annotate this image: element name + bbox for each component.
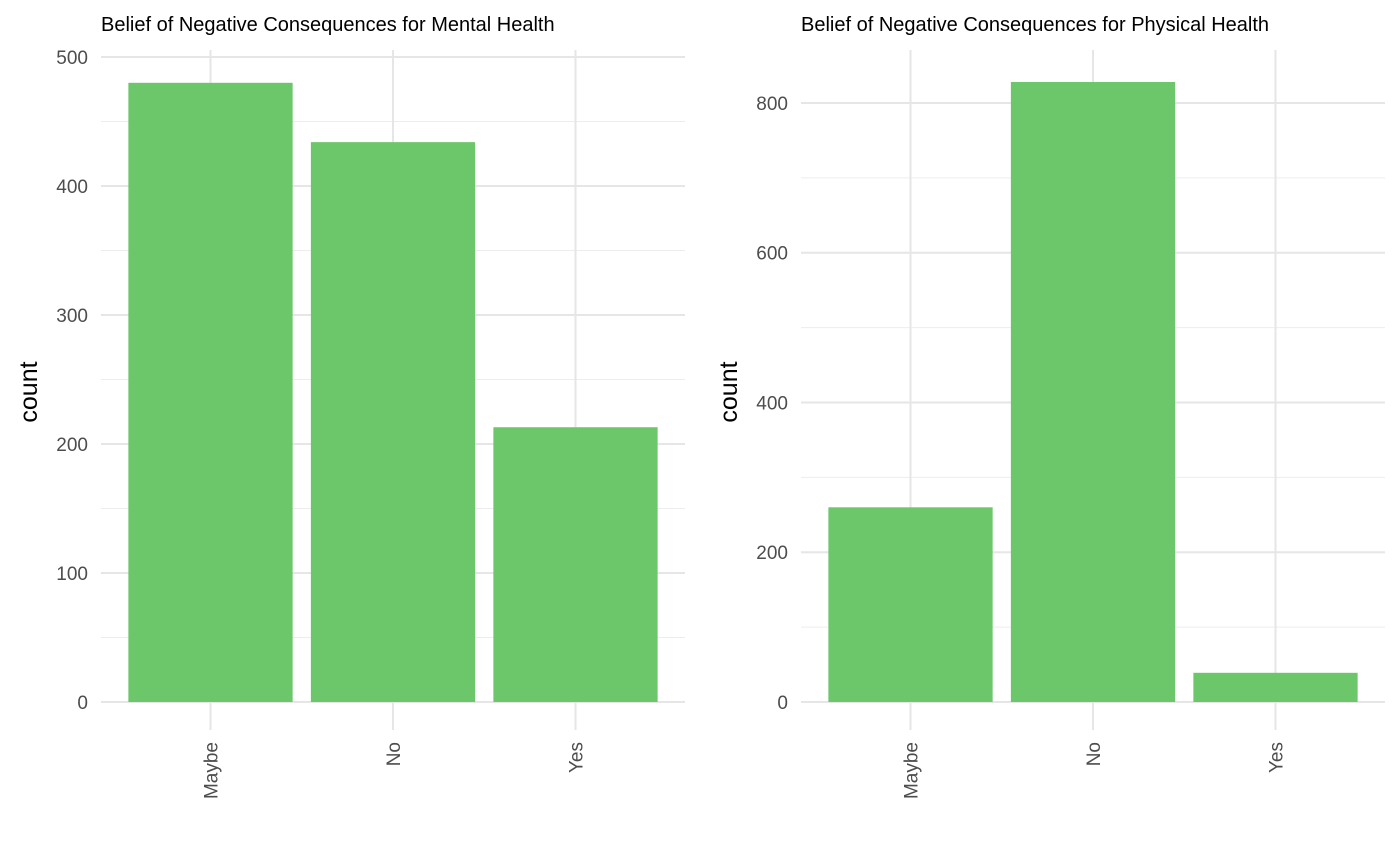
y-tick-label: 300 bbox=[56, 306, 88, 327]
panel-physical-health: 0 200 400 600 800 Maybe No Yes count Belief of Ne… bbox=[715, 14, 1385, 799]
y-tick-label: 400 bbox=[56, 177, 88, 198]
bar-no bbox=[1010, 82, 1176, 702]
y-tick-label: 200 bbox=[756, 543, 788, 564]
y-tick-label: 100 bbox=[56, 564, 88, 585]
bar-maybe bbox=[828, 507, 993, 702]
y-tick-label: 500 bbox=[56, 48, 88, 69]
x-tick-label: No bbox=[1084, 742, 1105, 766]
y-tick-label: 200 bbox=[56, 435, 88, 456]
bar-yes bbox=[493, 427, 658, 702]
y-tick-label: 0 bbox=[77, 693, 88, 714]
bar-no bbox=[310, 142, 476, 702]
chart-title: Belief of Negative Consequences for Phys… bbox=[801, 14, 1269, 36]
y-tick-label: 800 bbox=[756, 94, 788, 115]
y-tick-label: 400 bbox=[756, 393, 788, 414]
chart-title: Belief of Negative Consequences for Ment… bbox=[101, 14, 555, 36]
y-tick-label: 600 bbox=[756, 244, 788, 265]
bar-maybe bbox=[128, 82, 293, 703]
x-tick-label: Maybe bbox=[202, 742, 223, 799]
y-tick-label: 0 bbox=[777, 693, 788, 714]
x-tick-label: Maybe bbox=[902, 742, 923, 799]
x-tick-label: Yes bbox=[1267, 742, 1288, 773]
panel-mental-health: 0 100 200 300 400 500 Maybe No Yes count Belief of… bbox=[15, 14, 685, 799]
bar-yes bbox=[1193, 672, 1358, 702]
x-tick-label: No bbox=[384, 742, 405, 766]
y-axis-label: count bbox=[15, 361, 43, 422]
y-axis-label: count bbox=[715, 361, 743, 422]
x-tick-label: Yes bbox=[567, 742, 588, 773]
